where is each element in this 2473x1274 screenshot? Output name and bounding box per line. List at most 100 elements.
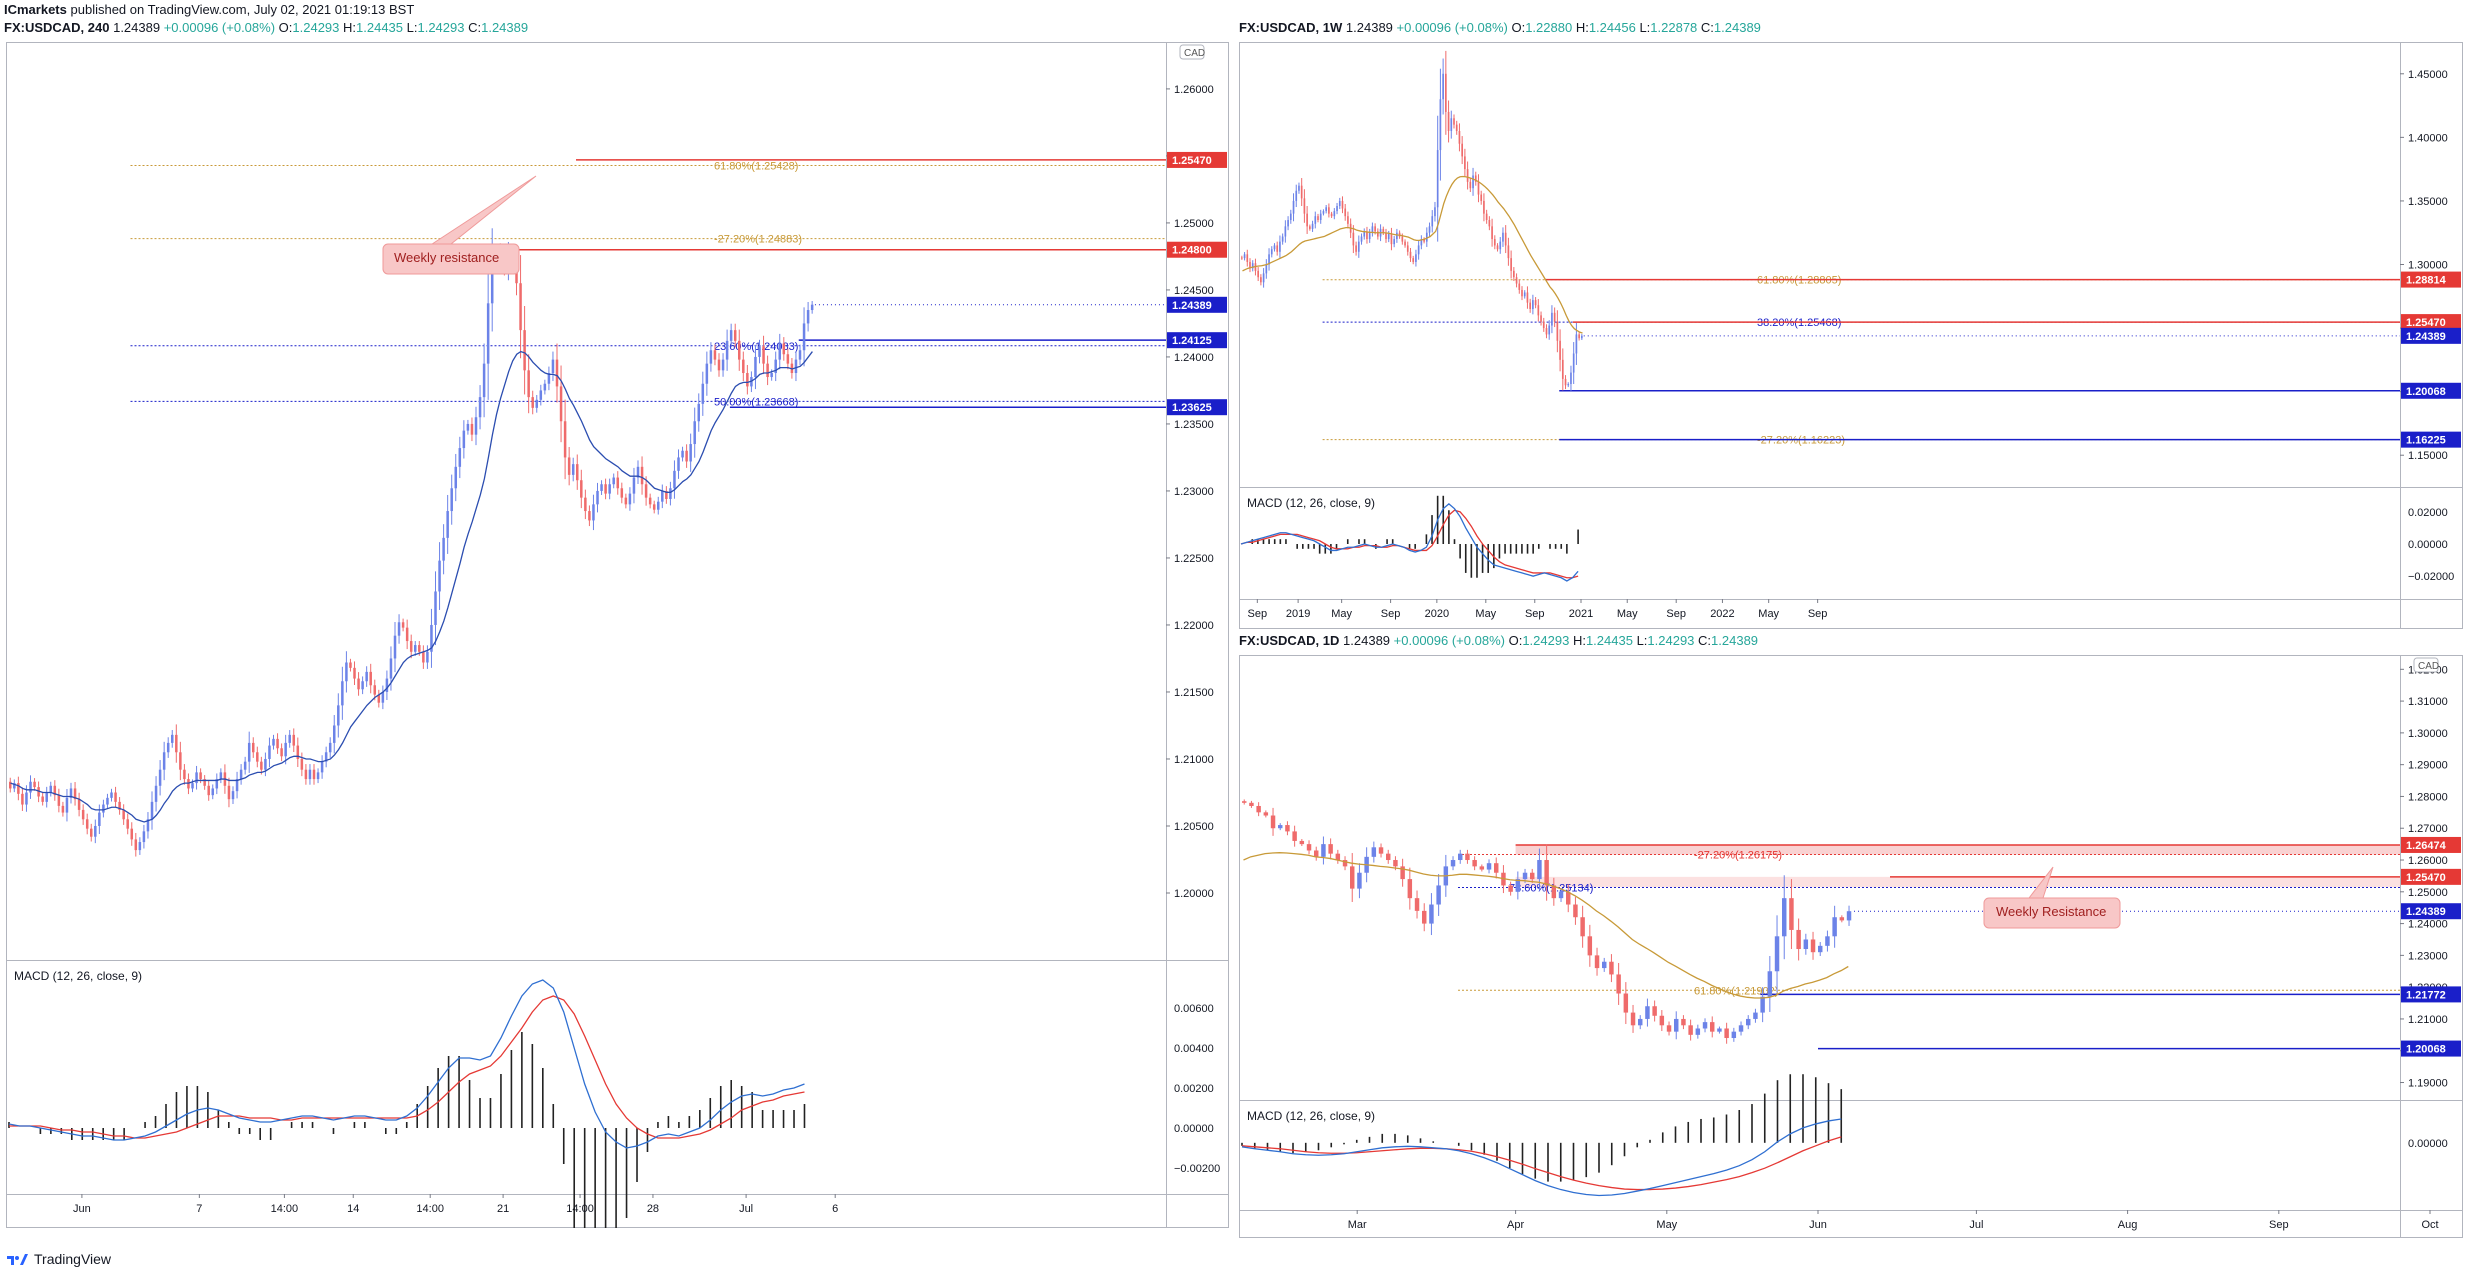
candle-down [1300,185,1303,199]
candle-down [567,457,571,475]
moving-average-line [10,350,813,823]
d1-symbol[interactable]: FX:USDCAD, 1D [1239,633,1340,648]
candle-down [1507,245,1510,259]
moving-average-line [1242,175,1583,334]
candle-down [373,685,377,695]
d1-change: +0.00096 (+0.08%) [1393,633,1505,648]
candle-up [1336,206,1338,212]
candle-up [725,340,729,360]
footer: TradingView [6,1251,111,1267]
candle-down [1510,258,1512,271]
candle-up [1292,200,1295,214]
y-tick-label: 1.24000 [2408,919,2448,931]
x-tick-label: Apr [1507,1219,1524,1231]
candle-down [1347,216,1349,224]
candle-down [1423,239,1425,242]
candle-up [539,390,543,400]
candle-down [1335,853,1341,861]
candle-up [345,662,348,682]
d1-chart[interactable]: 1.320001.310001.300001.290001.280001.270… [1239,655,2467,1238]
candle-down [61,805,65,813]
candle-up [1387,233,1390,240]
candle-down [1409,251,1412,259]
y-tick-label: 1.19000 [2408,1078,2448,1090]
support-price-label: 1.20068 [2406,386,2446,398]
x-tick-label: Sep [1381,608,1401,620]
candle-up [1558,891,1564,899]
candle-down [1249,802,1254,806]
candle-down [523,330,526,371]
candle-down [9,781,12,789]
last-price-tag [1167,296,1227,313]
candle-up [1523,292,1526,297]
candle-up [450,488,453,512]
candle-down [1422,910,1427,924]
candle-down [353,667,356,679]
candle-down [782,343,786,355]
tradingview-logo-icon[interactable] [6,1252,28,1266]
currency-badge [1179,44,1205,60]
candle-down [77,799,81,810]
candle-down [1270,815,1276,829]
candle-down [349,662,352,668]
y-tick-label: 1.23000 [1174,486,1214,498]
candle-down [260,761,263,770]
candle-down [33,781,36,788]
fib-label: 50.00%(1.23668) [714,396,798,408]
candle-up [454,466,458,489]
resistance-price-label: 1.25470 [2406,317,2446,329]
candle-down [1393,860,1398,867]
candle-down [300,758,304,770]
x-tick-label: Mar [1348,1219,1367,1231]
candle-down [1299,840,1305,845]
candle-down [1483,200,1485,214]
y-tick-label: 1.24500 [1174,285,1214,297]
candle-down [312,769,316,780]
h4-symbol[interactable]: FX:USDCAD, 240 [4,20,110,35]
candle-down [1241,257,1243,259]
y-tick-label: 1.30000 [2408,260,2448,272]
macd-signal-line [9,995,805,1139]
candle-down [1242,801,1247,803]
x-tick-label: May [1617,608,1638,620]
candle-down [1515,277,1518,284]
candle-up [1572,353,1575,373]
candle-up [466,423,470,431]
candle-up [462,430,466,449]
candle-down [604,484,607,494]
candle-up [729,330,733,341]
candle-up [547,373,551,384]
footer-brand[interactable]: TradingView [34,1251,112,1267]
w1-chart[interactable]: 1.450001.400001.350001.300001.250001.200… [1239,42,2467,629]
y-tick-label: 1.20500 [1174,821,1214,833]
x-tick-label: 14:00 [416,1203,444,1215]
last-price-label: 1.24389 [1172,300,1212,312]
candle-down [563,421,567,458]
x-tick-label: Aug [2118,1219,2138,1231]
h4-chart[interactable]: 1.260001.255001.250001.245001.240001.235… [6,42,1232,1228]
candle-down [1447,111,1450,131]
y-tick-label: 1.26000 [2408,855,2448,867]
macd-title: MACD (12, 26, close, 9) [14,969,142,983]
candle-up [341,681,344,706]
candle-up [442,537,445,561]
publisher-name[interactable]: ICmarkets [4,2,67,17]
candle-down [620,488,624,498]
candle-up [337,705,340,726]
w1-symbol[interactable]: FX:USDCAD, 1W [1239,20,1343,35]
x-tick-label: 2021 [1569,608,1593,620]
support-price-tag [2401,431,2461,448]
candle-up [600,484,603,491]
candle-down [766,363,769,378]
support-price-tag [2401,986,2461,1003]
candle-down [1330,213,1333,217]
candle-up [608,484,611,494]
macd-signal-line [1241,1136,1842,1191]
candle-up [272,738,275,746]
d1-header: FX:USDCAD, 1D 1.24389 +0.00096 (+0.08%) … [1239,634,1758,648]
candle-down [1534,300,1537,306]
candle-up [677,457,680,471]
candle-up [1265,264,1268,274]
candle-up [1570,372,1572,385]
candle-up [1287,220,1289,227]
